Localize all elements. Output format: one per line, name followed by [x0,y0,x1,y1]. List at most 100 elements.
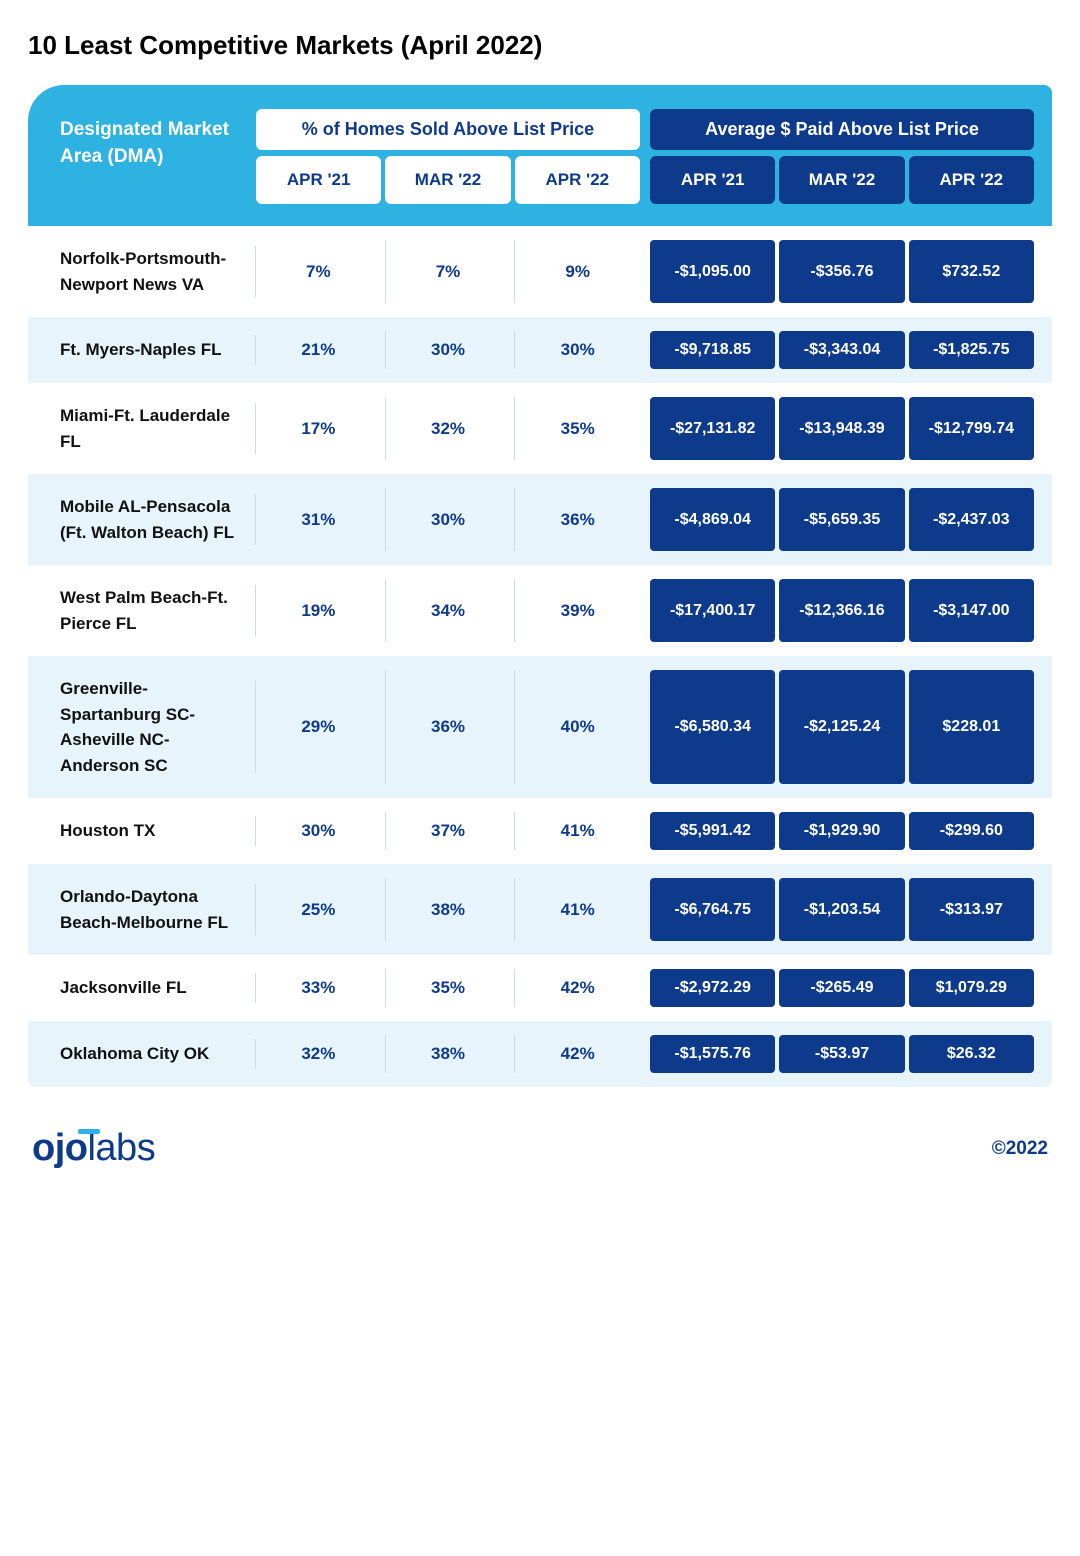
pct-cell: 37% [385,812,511,850]
pct-cell: 35% [385,969,511,1007]
dma-column-header: Designated Market Area (DMA) [46,109,246,204]
amt-group: -$5,991.42-$1,929.90-$299.60 [650,798,1034,864]
dma-cell: West Palm Beach-Ft. Pierce FL [46,565,246,656]
amt-cell: -$265.49 [779,969,904,1007]
amt-cell: -$1,929.90 [779,812,904,850]
pct-cell: 42% [514,1035,640,1073]
dma-cell: Miami-Ft. Lauderdale FL [46,383,246,474]
pct-group: 7%7%9% [256,226,640,317]
page-title: 10 Least Competitive Markets (April 2022… [28,30,1052,61]
pct-group: 32%38%42% [256,1021,640,1087]
table-row: Ft. Myers-Naples FL21%30%30%-$9,718.85-$… [28,317,1052,383]
amt-cell: -$1,095.00 [650,240,775,303]
table-body: Norfolk-Portsmouth-Newport News VA7%7%9%… [28,226,1052,1087]
amt-cell: -$3,343.04 [779,331,904,369]
pct-cell: 31% [256,488,381,551]
pct-cell: 30% [256,812,381,850]
amt-cell: -$3,147.00 [909,579,1034,642]
pct-cell: 30% [514,331,640,369]
table-row: Norfolk-Portsmouth-Newport News VA7%7%9%… [28,226,1052,317]
footer: ojolabs ©2022 [28,1127,1052,1170]
pct-cell: 33% [256,969,381,1007]
ojolabs-logo: ojolabs [32,1127,155,1170]
amt-cell: $26.32 [909,1035,1034,1073]
pct-group: 19%34%39% [256,565,640,656]
pct-cell: 17% [256,397,381,460]
pct-group: 25%38%41% [256,864,640,955]
amt-cell: -$299.60 [909,812,1034,850]
dma-cell: Mobile AL-Pensacola (Ft. Walton Beach) F… [46,474,246,565]
pct-group: 17%32%35% [256,383,640,474]
dma-cell: Houston TX [46,798,246,864]
table-row: Jacksonville FL33%35%42% -$2,972.29-$265.… [28,955,1052,1021]
dma-cell: Orlando-Daytona Beach-Melbourne FL [46,864,246,955]
dma-cell: Oklahoma City OK [46,1021,246,1087]
amt-cell: -$6,764.75 [650,878,775,941]
amt-sub-mar22: MAR '22 [779,156,904,204]
amt-cell: -$12,799.74 [909,397,1034,460]
table-row: Oklahoma City OK32%38%42%-$1,575.76-$53.… [28,1021,1052,1087]
table-row: Mobile AL-Pensacola (Ft. Walton Beach) F… [28,474,1052,565]
table-row: Houston TX30%37%41%-$5,991.42-$1,929.90-… [28,798,1052,864]
amt-sub-apr21: APR '21 [650,156,775,204]
pct-sub-mar22: MAR '22 [385,156,510,204]
amt-cell: -$2,125.24 [779,670,904,784]
pct-cell: 35% [514,397,640,460]
pct-cell: 21% [256,331,381,369]
dma-cell: Ft. Myers-Naples FL [46,317,246,383]
pct-cell: 19% [256,579,381,642]
pct-cell: 40% [514,670,640,784]
pct-cell: 9% [514,240,640,303]
amt-cell: -$4,869.04 [650,488,775,551]
amt-cell: $1,079.29 [909,969,1034,1007]
amt-cell: -$1,575.76 [650,1035,775,1073]
amt-cell: -$12,366.16 [779,579,904,642]
pct-group: 33%35%42% [256,955,640,1021]
dma-cell: Jacksonville FL [46,955,246,1021]
amt-cell: -$9,718.85 [650,331,775,369]
amt-cell: -$53.97 [779,1035,904,1073]
pct-cell: 41% [514,878,640,941]
pct-cell: 7% [256,240,381,303]
amt-group: -$27,131.82-$13,948.39-$12,799.74 [650,383,1034,474]
amt-sub-apr22: APR '22 [909,156,1034,204]
pct-cell: 36% [385,670,511,784]
amt-cell: -$1,203.54 [779,878,904,941]
amt-group-title: Average $ Paid Above List Price [650,109,1034,150]
amt-cell: -$5,659.35 [779,488,904,551]
amt-cell: -$2,972.29 [650,969,775,1007]
pct-cell: 41% [514,812,640,850]
amt-cell: -$313.97 [909,878,1034,941]
pct-cell: 7% [385,240,511,303]
pct-cell: 32% [256,1035,381,1073]
copyright: ©2022 [992,1138,1048,1160]
dma-cell: Norfolk-Portsmouth-Newport News VA [46,226,246,317]
dma-cell: Greenville-Spartanburg SC-Asheville NC-A… [46,656,246,798]
pct-group-header: % of Homes Sold Above List Price APR '21… [256,109,640,204]
pct-group: 21%30%30% [256,317,640,383]
amt-group: -$9,718.85-$3,343.04-$1,825.75 [650,317,1034,383]
table-header: Designated Market Area (DMA) % of Homes … [28,109,1052,204]
amt-cell: -$2,437.03 [909,488,1034,551]
logo-accent-bar [78,1129,100,1134]
pct-sub-apr22: APR '22 [515,156,640,204]
pct-cell: 38% [385,878,511,941]
pct-cell: 30% [385,331,511,369]
pct-cell: 34% [385,579,511,642]
table-row: Orlando-Daytona Beach-Melbourne FL25%38%… [28,864,1052,955]
amt-group: -$1,575.76-$53.97$26.32 [650,1021,1034,1087]
pct-group-title: % of Homes Sold Above List Price [256,109,640,150]
amt-group: -$6,580.34-$2,125.24$228.01 [650,656,1034,798]
amt-cell: -$1,825.75 [909,331,1034,369]
amt-cell: -$13,948.39 [779,397,904,460]
amt-cell: -$27,131.82 [650,397,775,460]
pct-cell: 39% [514,579,640,642]
table-row: Greenville-Spartanburg SC-Asheville NC-A… [28,656,1052,798]
amt-group: -$4,869.04-$5,659.35-$2,437.03 [650,474,1034,565]
amt-group: -$1,095.00-$356.76$732.52 [650,226,1034,317]
amt-cell: -$6,580.34 [650,670,775,784]
pct-cell: 30% [385,488,511,551]
pct-group: 30%37%41% [256,798,640,864]
amt-group: -$6,764.75-$1,203.54-$313.97 [650,864,1034,955]
pct-group: 29%36%40% [256,656,640,798]
